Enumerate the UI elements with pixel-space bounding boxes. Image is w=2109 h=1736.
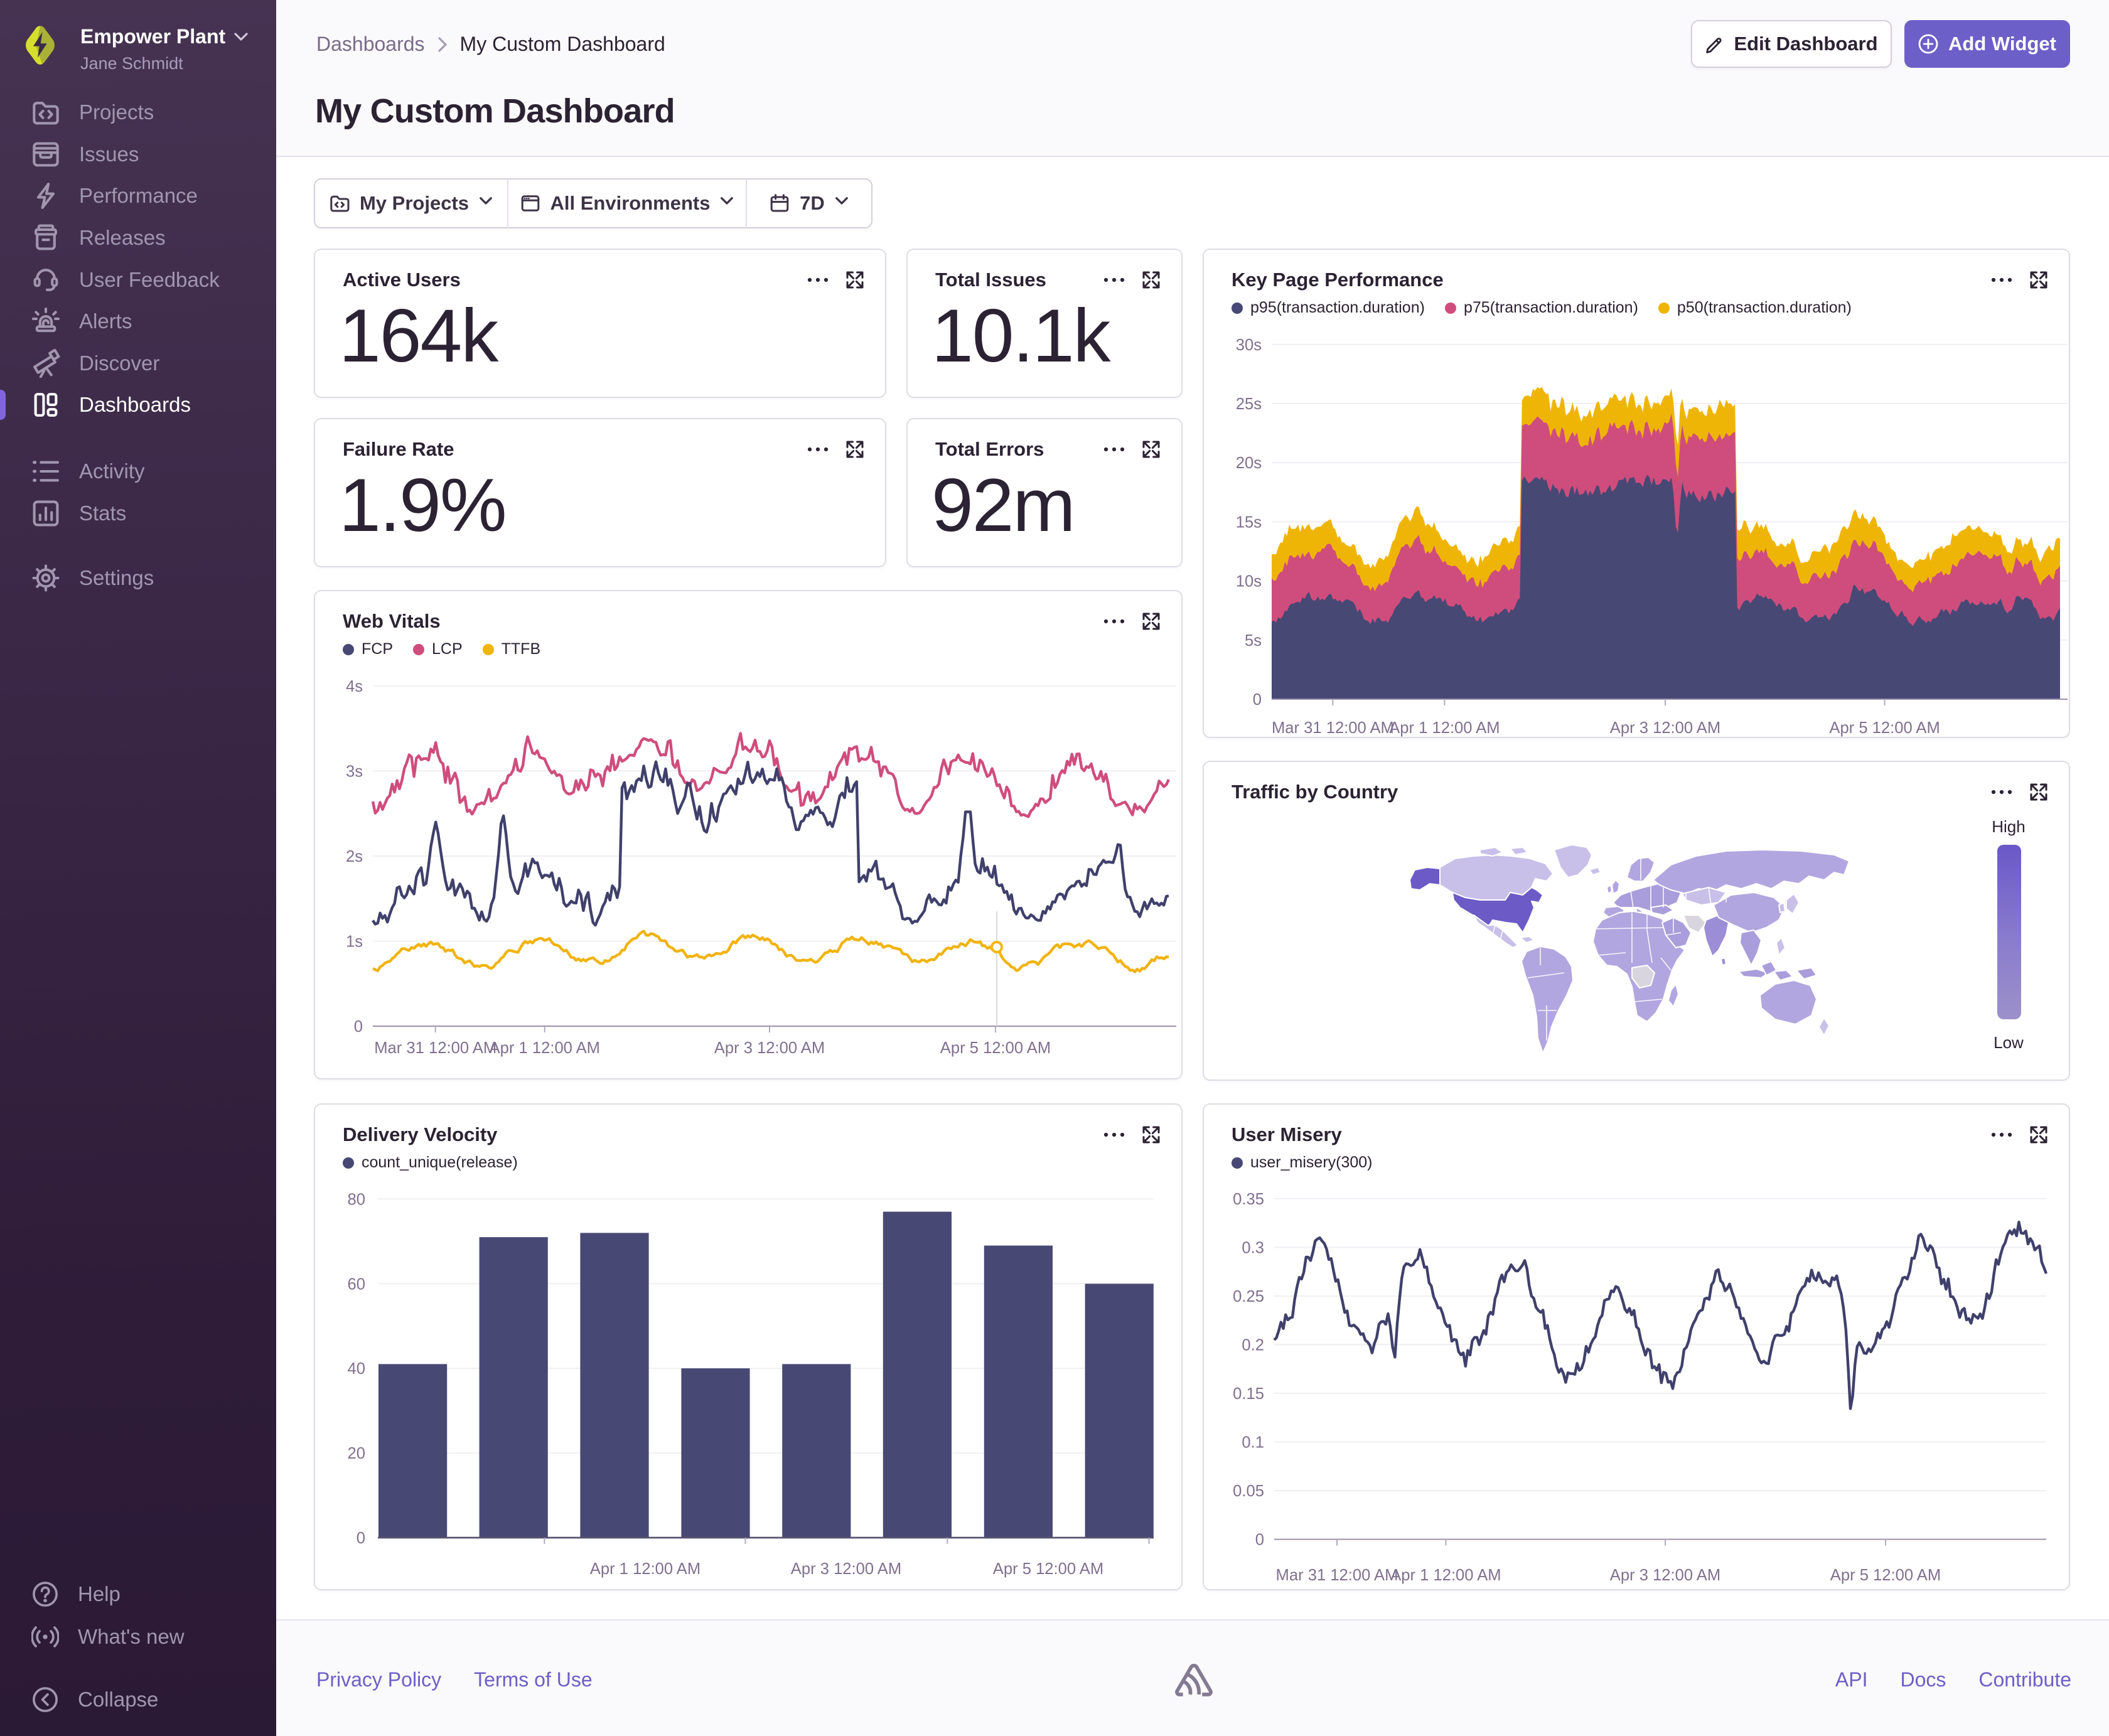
svg-text:0: 0 bbox=[354, 1018, 363, 1036]
svg-text:25s: 25s bbox=[1236, 395, 1262, 413]
svg-text:0: 0 bbox=[357, 1530, 365, 1547]
svg-text:Mar 31 12:00 AM: Mar 31 12:00 AM bbox=[1272, 719, 1394, 737]
svg-text:Apr 1 12:00 AM: Apr 1 12:00 AM bbox=[1389, 719, 1500, 737]
svg-text:0.25: 0.25 bbox=[1233, 1288, 1264, 1305]
svg-text:Apr 5 12:00 AM: Apr 5 12:00 AM bbox=[940, 1039, 1051, 1057]
svg-text:0.3: 0.3 bbox=[1242, 1239, 1264, 1256]
svg-text:80: 80 bbox=[348, 1191, 365, 1208]
svg-text:0: 0 bbox=[1253, 691, 1262, 709]
svg-text:0.15: 0.15 bbox=[1233, 1385, 1264, 1403]
svg-text:Apr 1 12:00 AM: Apr 1 12:00 AM bbox=[1390, 1567, 1501, 1584]
svg-text:15s: 15s bbox=[1236, 513, 1262, 531]
svg-text:Apr 5 12:00 AM: Apr 5 12:00 AM bbox=[1830, 1567, 1941, 1584]
svg-text:0: 0 bbox=[1255, 1531, 1264, 1549]
svg-text:Apr 3 12:00 AM: Apr 3 12:00 AM bbox=[1610, 1567, 1720, 1584]
svg-text:Apr 5 12:00 AM: Apr 5 12:00 AM bbox=[1829, 719, 1940, 737]
svg-text:40: 40 bbox=[348, 1360, 365, 1378]
svg-text:5s: 5s bbox=[1245, 632, 1262, 650]
svg-text:Apr 5 12:00 AM: Apr 5 12:00 AM bbox=[993, 1560, 1103, 1578]
svg-text:0.2: 0.2 bbox=[1242, 1336, 1264, 1354]
svg-text:20: 20 bbox=[348, 1445, 365, 1462]
svg-text:Apr 1 12:00 AM: Apr 1 12:00 AM bbox=[490, 1039, 600, 1057]
svg-text:0.35: 0.35 bbox=[1233, 1191, 1264, 1208]
svg-text:60: 60 bbox=[348, 1275, 365, 1293]
svg-text:4s: 4s bbox=[346, 678, 363, 695]
svg-text:0.1: 0.1 bbox=[1242, 1434, 1264, 1452]
svg-text:Apr 3 12:00 AM: Apr 3 12:00 AM bbox=[1610, 719, 1720, 737]
svg-text:Apr 1 12:00 AM: Apr 1 12:00 AM bbox=[590, 1560, 700, 1578]
svg-text:0.05: 0.05 bbox=[1233, 1482, 1264, 1500]
svg-text:1s: 1s bbox=[346, 933, 363, 950]
svg-text:Apr 3 12:00 AM: Apr 3 12:00 AM bbox=[714, 1039, 825, 1057]
svg-text:2s: 2s bbox=[346, 848, 363, 865]
svg-text:30s: 30s bbox=[1236, 336, 1262, 354]
svg-text:Mar 31 12:00 AM: Mar 31 12:00 AM bbox=[374, 1039, 496, 1057]
svg-text:Apr 3 12:00 AM: Apr 3 12:00 AM bbox=[791, 1560, 901, 1578]
svg-text:10s: 10s bbox=[1236, 573, 1262, 591]
svg-text:20s: 20s bbox=[1236, 454, 1262, 472]
svg-text:Mar 31 12:00 AM: Mar 31 12:00 AM bbox=[1276, 1567, 1398, 1584]
svg-text:3s: 3s bbox=[346, 763, 363, 781]
